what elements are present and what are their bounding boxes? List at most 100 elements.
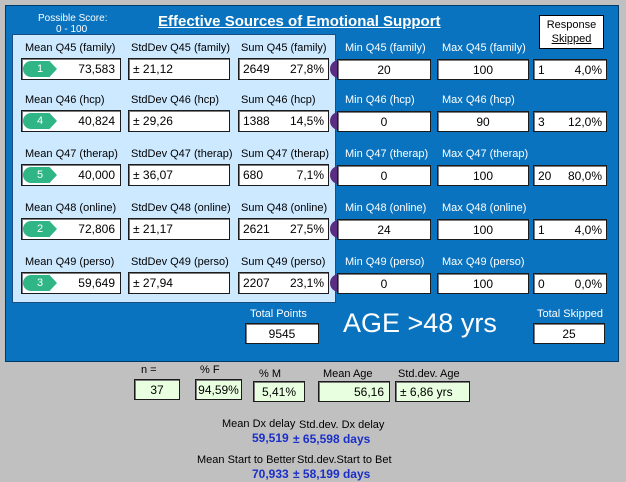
sum-percent: 27,5% — [289, 222, 324, 236]
std-start-better-label: Std.dev.Start to Bet — [297, 454, 392, 466]
female-pct-label: % F — [200, 364, 220, 376]
min-label: Min Q48 (online) — [345, 202, 427, 214]
rank-badge-green: 4 — [23, 113, 57, 129]
mean-dx-delay-label: Mean Dx delay — [222, 418, 296, 430]
n-label: n = — [141, 364, 157, 376]
possible-score-range: 0 - 100 — [56, 24, 88, 35]
max-field[interactable]: 100 — [437, 165, 529, 186]
max-label: Max Q48 (online) — [442, 202, 527, 214]
max-field[interactable]: 100 — [437, 273, 529, 294]
sum-label: Sum Q46 (hcp) — [241, 94, 316, 106]
sum-value: 680 — [243, 168, 264, 182]
mean-start-better-value: 70,933 — [252, 467, 289, 481]
stddev-field[interactable]: ± 21,12 — [128, 58, 230, 80]
skipped-label: Skipped — [551, 33, 592, 45]
rank-badge-green: 3 — [23, 275, 57, 291]
std-dx-delay-label: Std.dev. Dx delay — [299, 419, 385, 431]
possible-score-label: Possible Score: — [38, 13, 108, 24]
std-start-better-value: ± 58,199 days — [293, 467, 371, 481]
mean-start-better-label: Mean Start to Better — [197, 454, 296, 466]
sum-value: 2649 — [243, 62, 270, 76]
stddev-label: StdDev Q48 (online) — [131, 202, 231, 214]
sum-percent: 23,1% — [289, 276, 324, 290]
male-pct-label: % M — [259, 368, 281, 380]
mean-label: Mean Q46 (hcp) — [25, 94, 105, 106]
stddev-label: StdDev Q45 (family) — [131, 42, 231, 54]
max-field[interactable]: 100 — [437, 59, 529, 80]
skipped-count: 3 — [538, 114, 545, 129]
skipped-percent: 80,0% — [567, 168, 602, 183]
max-label: Max Q47 (therap) — [442, 148, 529, 160]
skipped-field[interactable]: 1 4,0% — [533, 59, 607, 80]
min-label: Min Q46 (hcp) — [345, 94, 415, 106]
max-label: Max Q46 (hcp) — [442, 94, 515, 106]
sum-label: Sum Q45 (family) — [241, 42, 327, 54]
max-label: Max Q45 (family) — [442, 42, 526, 54]
skipped-percent: 4,0% — [574, 222, 602, 237]
rank-badge-green: 1 — [23, 61, 57, 77]
std-age-field[interactable]: ± 6,86 yrs — [395, 381, 470, 402]
mean-dx-delay-value: 59,519 — [252, 431, 289, 445]
skipped-count: 20 — [538, 168, 552, 183]
sum-field[interactable]: 2649 27,8% — [238, 58, 329, 80]
male-pct-field[interactable]: 5,41% — [253, 381, 305, 402]
max-field[interactable]: 100 — [437, 219, 529, 240]
sum-label: Sum Q48 (online) — [241, 202, 328, 214]
mean-label: Mean Q45 (family) — [25, 42, 116, 54]
skipped-percent: 12,0% — [567, 114, 602, 129]
stddev-label: StdDev Q46 (hcp) — [131, 94, 220, 106]
min-label: Min Q49 (perso) — [345, 256, 425, 268]
stddev-field[interactable]: ± 29,26 — [128, 110, 230, 132]
stddev-label: StdDev Q49 (perso) — [131, 256, 229, 268]
skipped-count: 0 — [538, 276, 545, 291]
rank-badge-green: 2 — [23, 221, 57, 237]
min-field[interactable]: 0 — [337, 273, 431, 294]
min-label: Min Q45 (family) — [345, 42, 426, 54]
max-field[interactable]: 90 — [437, 111, 529, 132]
skipped-percent: 4,0% — [574, 62, 602, 77]
response-skipped-header: Response Skipped — [539, 15, 604, 49]
skipped-percent: 0,0% — [574, 276, 602, 291]
mean-label: Mean Q48 (online) — [25, 202, 117, 214]
skipped-field[interactable]: 0 0,0% — [533, 273, 607, 294]
page-title: Effective Sources of Emotional Support — [158, 13, 441, 30]
min-field[interactable]: 0 — [337, 111, 431, 132]
female-pct-field[interactable]: 94,59% — [195, 379, 242, 400]
mean-label: Mean Q47 (therap) — [25, 148, 118, 160]
skipped-count: 1 — [538, 222, 545, 237]
sum-field[interactable]: 2207 23,1% — [238, 272, 329, 294]
response-label: Response — [546, 19, 597, 31]
n-field[interactable]: 37 — [134, 379, 180, 400]
stddev-label: StdDev Q47 (therap) — [131, 148, 233, 160]
total-skipped-label: Total Skipped — [537, 308, 604, 320]
mean-age-field[interactable]: 56,16 — [318, 381, 390, 402]
sum-value: 2207 — [243, 276, 270, 290]
skipped-field[interactable]: 20 80,0% — [533, 165, 607, 186]
rank-badge-green: 5 — [23, 167, 57, 183]
total-points-field[interactable]: 9545 — [245, 323, 319, 344]
min-field[interactable]: 0 — [337, 165, 431, 186]
total-skipped-field[interactable]: 25 — [533, 323, 605, 344]
sum-percent: 27,8% — [289, 62, 324, 76]
min-label: Min Q47 (therap) — [345, 148, 429, 160]
stddev-field[interactable]: ± 21,17 — [128, 218, 230, 240]
sum-field[interactable]: 1388 14,5% — [238, 110, 329, 132]
sum-field[interactable]: 680 7,1% — [238, 164, 329, 186]
min-field[interactable]: 20 — [337, 59, 431, 80]
sum-percent: 7,1% — [296, 168, 324, 182]
total-points-label: Total Points — [250, 308, 307, 320]
skipped-field[interactable]: 3 12,0% — [533, 111, 607, 132]
skipped-field[interactable]: 1 4,0% — [533, 219, 607, 240]
sum-percent: 14,5% — [289, 114, 324, 128]
std-dx-delay-value: ± 65,598 days — [293, 432, 371, 446]
sum-label: Sum Q49 (perso) — [241, 256, 326, 268]
sum-value: 1388 — [243, 114, 270, 128]
sum-field[interactable]: 2621 27,5% — [238, 218, 329, 240]
stddev-field[interactable]: ± 27,94 — [128, 272, 230, 294]
sum-label: Sum Q47 (therap) — [241, 148, 330, 160]
stddev-field[interactable]: ± 36,07 — [128, 164, 230, 186]
mean-label: Mean Q49 (perso) — [25, 256, 115, 268]
max-label: Max Q49 (perso) — [442, 256, 525, 268]
min-field[interactable]: 24 — [337, 219, 431, 240]
std-age-label: Std.dev. Age — [398, 368, 460, 380]
